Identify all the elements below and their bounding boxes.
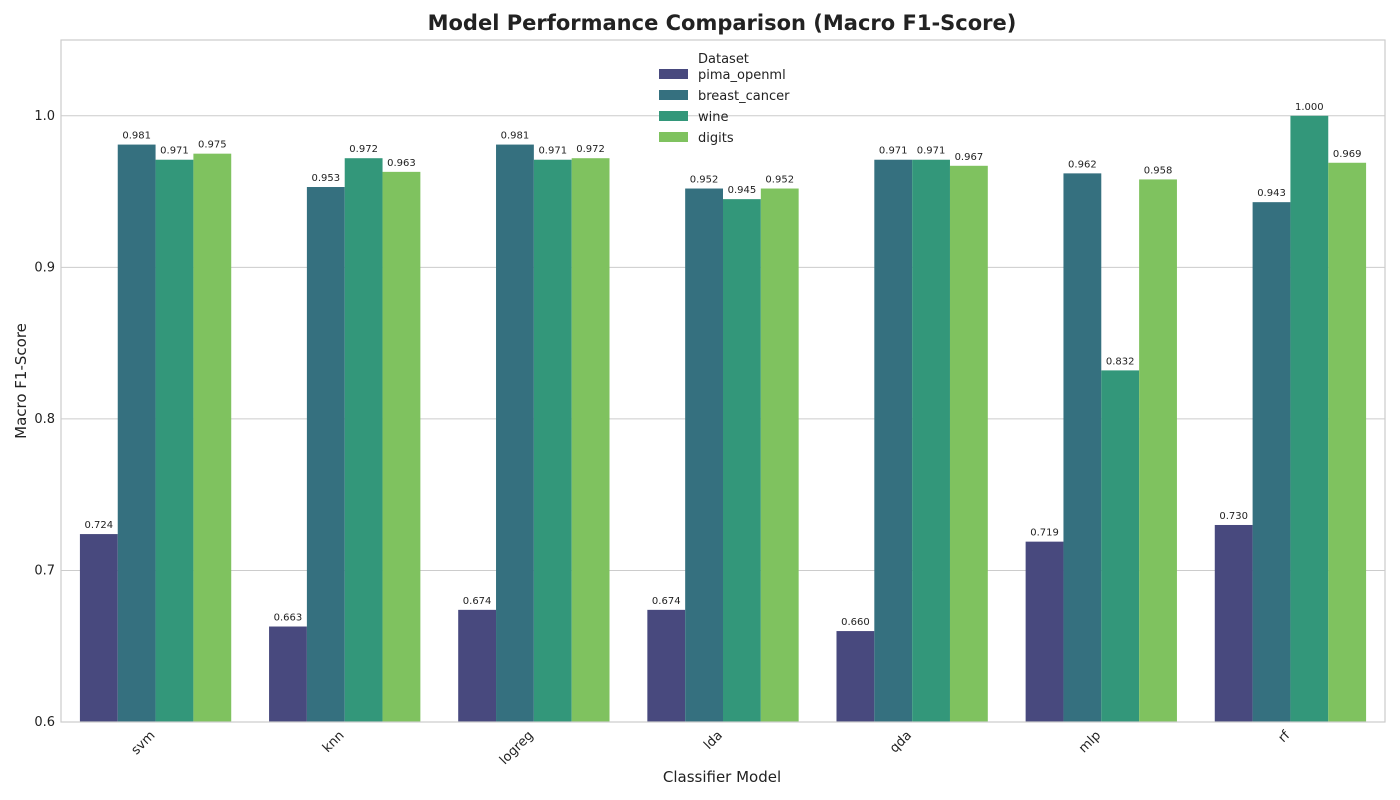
x-tick-label: svm bbox=[129, 728, 159, 758]
bar-value-label: 0.730 bbox=[1219, 511, 1248, 522]
bar-value-label: 0.952 bbox=[690, 175, 719, 186]
x-tick-label: mlp bbox=[1076, 728, 1104, 756]
bar-wine-qda bbox=[912, 159, 950, 722]
y-tick-label: 1.0 bbox=[34, 109, 55, 124]
plot-frame bbox=[60, 39, 1386, 723]
bar-value-label: 0.981 bbox=[501, 131, 530, 142]
legend-label: wine bbox=[698, 110, 728, 125]
bar-breast_cancer-lda bbox=[685, 188, 723, 723]
bar-wine-lda bbox=[723, 199, 761, 723]
legend-swatch-wine bbox=[659, 111, 688, 121]
x-tick-label: qda bbox=[887, 728, 915, 756]
bar-value-label: 0.952 bbox=[765, 175, 794, 186]
bar-wine-svm bbox=[155, 159, 194, 722]
legend-label: breast_cancer bbox=[698, 89, 790, 104]
bar-value-label: 0.972 bbox=[349, 144, 378, 155]
bar-value-label: 0.674 bbox=[652, 596, 681, 607]
bar-breast_cancer-knn bbox=[306, 187, 345, 722]
bar-digits-logreg bbox=[571, 158, 610, 723]
bar-value-label: 1.000 bbox=[1295, 102, 1324, 113]
bar-value-label: 0.663 bbox=[274, 613, 303, 624]
legend-label: pima_openml bbox=[698, 68, 786, 83]
bar-pima_openml-qda bbox=[836, 631, 875, 722]
bar-value-label: 0.963 bbox=[387, 158, 416, 169]
bar-digits-qda bbox=[949, 165, 988, 722]
plot-area: 0.6 0.7 0.8 0.9 1.0 0.724 0.663 0.674 0.674 0.660… bbox=[34, 39, 1386, 768]
y-axis-label: Macro F1-Score bbox=[12, 323, 30, 439]
bar-value-label: 0.943 bbox=[1257, 188, 1286, 199]
bar-digits-svm bbox=[193, 153, 232, 722]
bar-value-label: 0.971 bbox=[879, 146, 908, 157]
bar-wine-knn bbox=[344, 158, 383, 723]
bar-breast_cancer-mlp bbox=[1063, 173, 1102, 722]
y-tick-label: 0.9 bbox=[34, 260, 55, 275]
bar-wine-logreg bbox=[533, 159, 572, 722]
x-tick-label: lda bbox=[701, 728, 726, 753]
bar-pima_openml-knn bbox=[269, 626, 307, 722]
bar-value-label: 0.832 bbox=[1106, 356, 1135, 367]
bar-pima_openml-lda bbox=[647, 609, 686, 722]
bar-pima_openml-rf bbox=[1214, 524, 1253, 722]
bar-pima_openml-svm bbox=[79, 534, 118, 722]
bar-digits-lda bbox=[760, 188, 799, 723]
bar-value-label: 0.958 bbox=[1144, 165, 1173, 176]
y-tick-label: 0.6 bbox=[34, 715, 55, 730]
legend-swatch-digits bbox=[659, 132, 688, 142]
bar-wine-mlp bbox=[1101, 370, 1140, 722]
bar-value-label: 0.674 bbox=[463, 596, 492, 607]
bar-digits-knn bbox=[382, 171, 421, 722]
bar-value-label: 0.971 bbox=[160, 146, 189, 157]
bar-value-label: 0.972 bbox=[576, 144, 605, 155]
bar-value-label: 0.981 bbox=[122, 131, 151, 142]
bar-breast_cancer-svm bbox=[117, 144, 156, 722]
x-axis-label: Classifier Model bbox=[663, 768, 781, 786]
legend-title: Dataset bbox=[698, 52, 749, 67]
bar-value-label: 0.724 bbox=[85, 520, 114, 531]
bar-breast_cancer-logreg bbox=[496, 144, 534, 722]
bar-breast_cancer-qda bbox=[874, 159, 913, 722]
bar-pima_openml-mlp bbox=[1025, 541, 1064, 722]
y-tick-label: 0.8 bbox=[34, 412, 55, 427]
bar-value-label: 0.971 bbox=[538, 146, 567, 157]
x-tick-label: logreg bbox=[497, 728, 537, 768]
legend-swatch-pima_openml bbox=[659, 69, 688, 79]
bar-value-label: 0.660 bbox=[841, 617, 870, 628]
bar-value-label: 0.962 bbox=[1068, 159, 1097, 170]
bar-wine-rf bbox=[1290, 115, 1329, 723]
bar-digits-mlp bbox=[1139, 179, 1177, 723]
x-tick-label: rf bbox=[1276, 728, 1294, 746]
y-tick-label: 0.7 bbox=[34, 563, 55, 578]
bar-value-label: 0.953 bbox=[311, 173, 340, 184]
bar-value-label: 0.719 bbox=[1030, 528, 1059, 539]
bar-breast_cancer-rf bbox=[1252, 202, 1291, 723]
bar-digits-rf bbox=[1328, 162, 1367, 722]
legend-swatch-breast_cancer bbox=[659, 90, 688, 100]
x-tick-label: knn bbox=[320, 728, 348, 756]
bar-value-label: 0.969 bbox=[1333, 149, 1362, 160]
bar-value-label: 0.971 bbox=[917, 146, 946, 157]
legend-label: digits bbox=[698, 131, 734, 146]
bar-pima_openml-logreg bbox=[458, 609, 497, 722]
bar-value-label: 0.967 bbox=[955, 152, 984, 163]
bar-value-label: 0.945 bbox=[728, 185, 757, 196]
chart-title: Model Performance Comparison (Macro F1-S… bbox=[428, 11, 1017, 35]
bar-value-label: 0.975 bbox=[198, 140, 227, 151]
